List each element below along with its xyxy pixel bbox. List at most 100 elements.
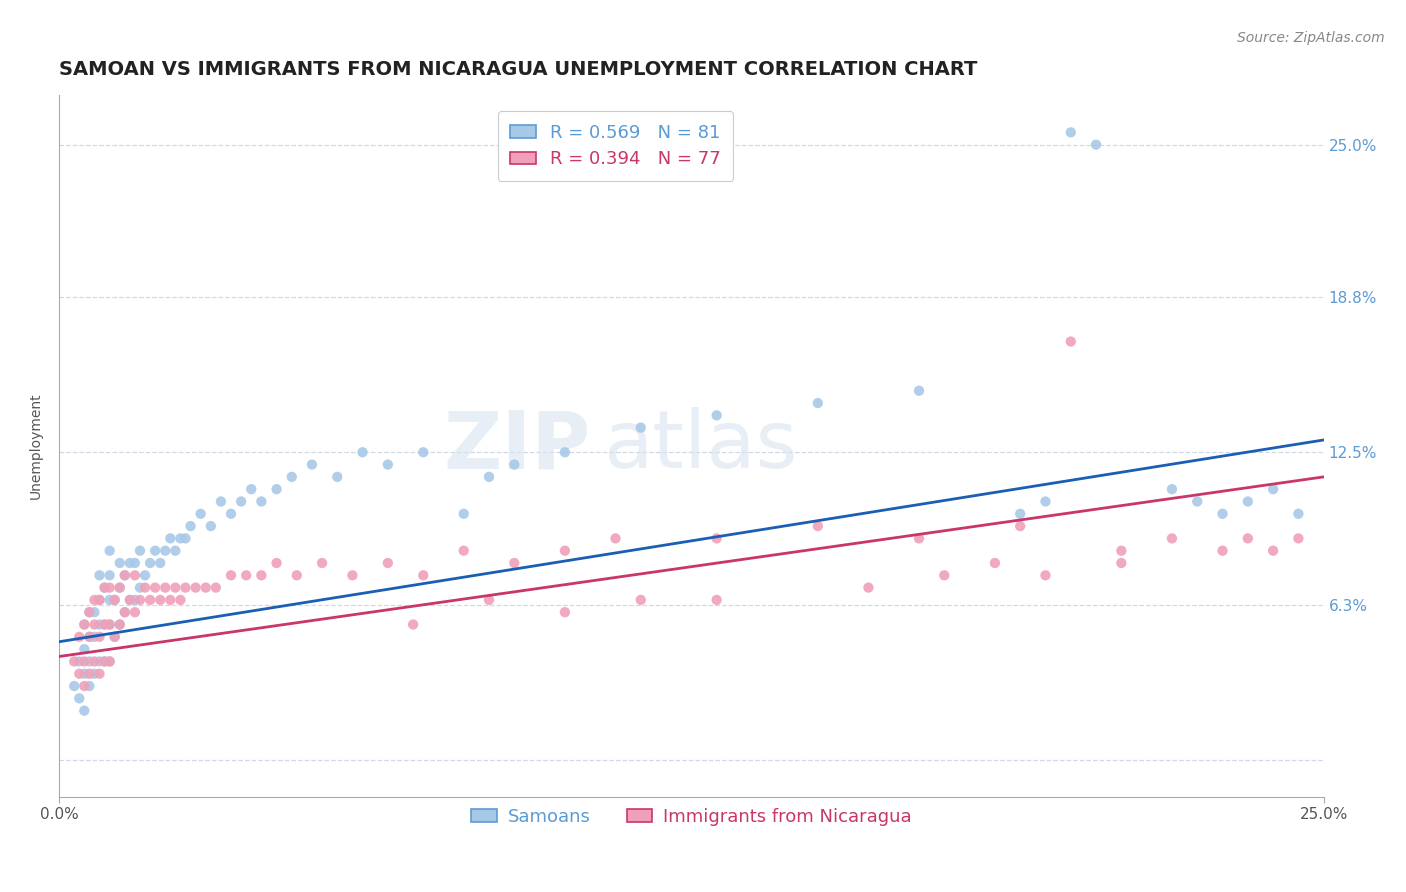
Point [1236, 494, 1258, 508]
Point [104, 593, 127, 607]
Point [93, 655, 115, 669]
Point [73, 704, 96, 718]
Point [174, 532, 197, 546]
Point [706, 593, 728, 607]
Point [73, 642, 96, 657]
Point [503, 458, 526, 472]
Point [478, 470, 501, 484]
Point [159, 532, 181, 546]
Point [1187, 494, 1209, 508]
Point [143, 581, 166, 595]
Point [1111, 543, 1133, 558]
Point [1286, 507, 1309, 521]
Point [250, 568, 273, 582]
Point [184, 581, 207, 595]
Point [89, 666, 111, 681]
Point [93, 655, 115, 669]
Point [155, 581, 177, 595]
Point [190, 507, 212, 521]
Point [98, 581, 121, 595]
Point [412, 445, 434, 459]
Point [934, 568, 956, 582]
Point [1261, 482, 1284, 496]
Point [478, 593, 501, 607]
Point [98, 593, 121, 607]
Point [219, 507, 242, 521]
Point [104, 630, 127, 644]
Point [108, 617, 131, 632]
Point [118, 593, 141, 607]
Point [205, 581, 228, 595]
Point [165, 543, 187, 558]
Point [139, 556, 162, 570]
Point [129, 593, 152, 607]
Point [352, 445, 374, 459]
Point [858, 581, 880, 595]
Point [1286, 532, 1309, 546]
Point [124, 568, 146, 582]
Point [1060, 334, 1083, 349]
Point [377, 458, 399, 472]
Point [706, 409, 728, 423]
Point [73, 666, 96, 681]
Point [73, 617, 96, 632]
Point [114, 568, 136, 582]
Point [73, 617, 96, 632]
Text: SAMOAN VS IMMIGRANTS FROM NICARAGUA UNEMPLOYMENT CORRELATION CHART: SAMOAN VS IMMIGRANTS FROM NICARAGUA UNEM… [59, 60, 977, 78]
Point [342, 568, 364, 582]
Point [93, 581, 115, 595]
Point [118, 556, 141, 570]
Point [89, 630, 111, 644]
Point [605, 532, 627, 546]
Point [377, 556, 399, 570]
Point [169, 593, 191, 607]
Point [79, 679, 101, 693]
Point [1035, 494, 1057, 508]
Point [67, 691, 90, 706]
Point [98, 617, 121, 632]
Point [129, 581, 152, 595]
Point [200, 519, 222, 533]
Point [402, 617, 425, 632]
Point [503, 556, 526, 570]
Point [1236, 532, 1258, 546]
Point [83, 666, 105, 681]
Point [285, 568, 308, 582]
Point [908, 384, 931, 398]
Point [1212, 507, 1234, 521]
Point [908, 532, 931, 546]
Point [104, 593, 127, 607]
Point [139, 593, 162, 607]
Point [98, 543, 121, 558]
Point [412, 568, 434, 582]
Point [807, 396, 830, 410]
Point [83, 617, 105, 632]
Point [79, 630, 101, 644]
Point [209, 494, 232, 508]
Point [240, 482, 263, 496]
Point [93, 617, 115, 632]
Point [1261, 543, 1284, 558]
Point [98, 655, 121, 669]
Point [180, 519, 202, 533]
Point [83, 655, 105, 669]
Point [301, 458, 323, 472]
Point [1010, 519, 1032, 533]
Point [129, 543, 152, 558]
Point [73, 679, 96, 693]
Point [63, 655, 86, 669]
Point [1161, 532, 1184, 546]
Point [1111, 556, 1133, 570]
Point [266, 482, 288, 496]
Y-axis label: Unemployment: Unemployment [30, 392, 44, 500]
Point [67, 630, 90, 644]
Point [108, 581, 131, 595]
Point [89, 655, 111, 669]
Point [79, 605, 101, 619]
Point [89, 617, 111, 632]
Point [83, 593, 105, 607]
Point [67, 666, 90, 681]
Text: ZIP: ZIP [443, 407, 591, 485]
Point [63, 679, 86, 693]
Point [143, 543, 166, 558]
